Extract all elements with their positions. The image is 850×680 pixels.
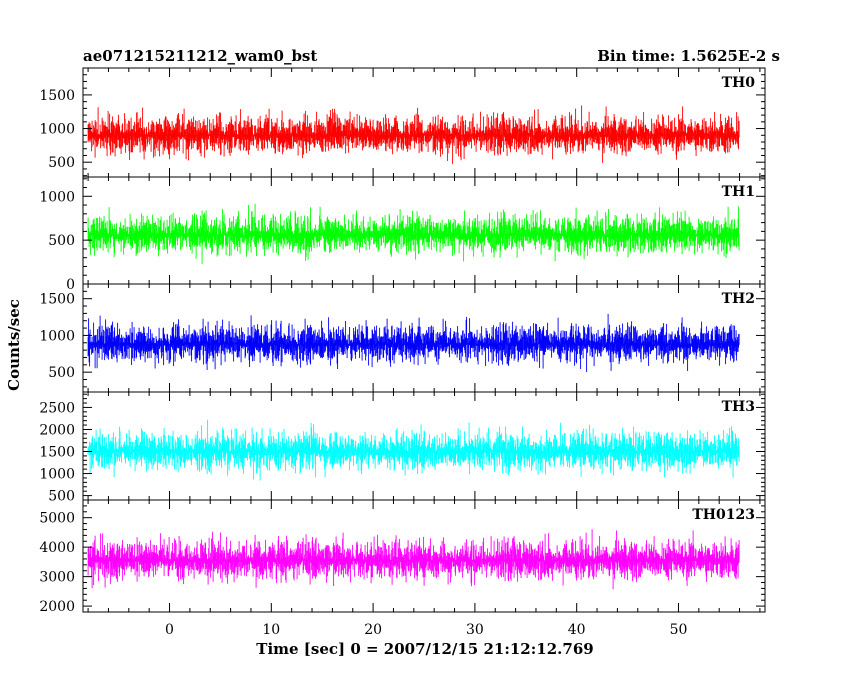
y-tick-label: 0 [66,277,75,293]
y-tick-label: 1000 [39,122,75,138]
y-axis-label: Counts/sec [5,299,23,391]
y-tick-label: 500 [48,155,75,171]
band-label-th0123: TH0123 [692,507,755,523]
x-tick-label: 20 [364,622,382,638]
band-label-th0: TH0 [722,75,756,91]
panel-frame [82,499,766,613]
x-axis-label: Time [sec] 0 = 2007/12/15 21:12:12.769 [256,640,593,658]
x-tick-label: 0 [165,622,174,638]
band-label-th2: TH2 [722,291,755,307]
y-tick-label: 3000 [39,570,75,586]
bin-time-label: Bin time: 1.5625E-2 s [597,47,780,65]
panel-th1: 0 500 1000 TH1 [39,176,766,293]
x-tick-label: 50 [670,622,688,638]
y-tick-label: 1000 [39,328,75,344]
series-th0 [87,105,740,164]
y-tick-label: 5000 [39,511,75,527]
series-th0123 [87,529,740,590]
band-label-th3: TH3 [722,399,755,415]
y-tick-label: 1500 [39,292,75,308]
series-th1 [87,203,740,264]
y-tick-label: 1500 [39,445,75,461]
y-tick-label: 500 [48,233,75,249]
panel-th2: 500 1000 1500 TH2 [39,283,766,393]
y-tick-label: 4000 [39,540,75,556]
x-tick-label: 10 [262,622,280,638]
x-axis: 0 10 20 30 40 50 [165,622,687,638]
y-tick-label: 2000 [39,422,75,438]
chart-title: ae071215211212_wam0_bst [83,47,317,65]
panel-th0: 500 1000 1500 TH0 [39,67,766,178]
y-tick-label: 1000 [39,189,75,205]
panel-th3: 500 1000 1500 2000 2500 TH3 [39,391,766,505]
x-tick-label: 40 [568,622,586,638]
y-tick-label: 2500 [39,400,75,416]
y-tick-label: 500 [48,365,75,381]
band-label-th1: TH1 [722,184,755,200]
y-tick-label: 1000 [39,467,75,483]
y-tick-label: 500 [48,489,75,505]
x-tick-label: 30 [466,622,484,638]
series-th2 [87,313,740,372]
panel-th0123: 2000 3000 4000 5000 TH0123 [39,499,766,615]
series-th3 [87,419,740,481]
y-tick-label: 2000 [39,599,75,615]
y-tick-label: 1500 [39,88,75,104]
